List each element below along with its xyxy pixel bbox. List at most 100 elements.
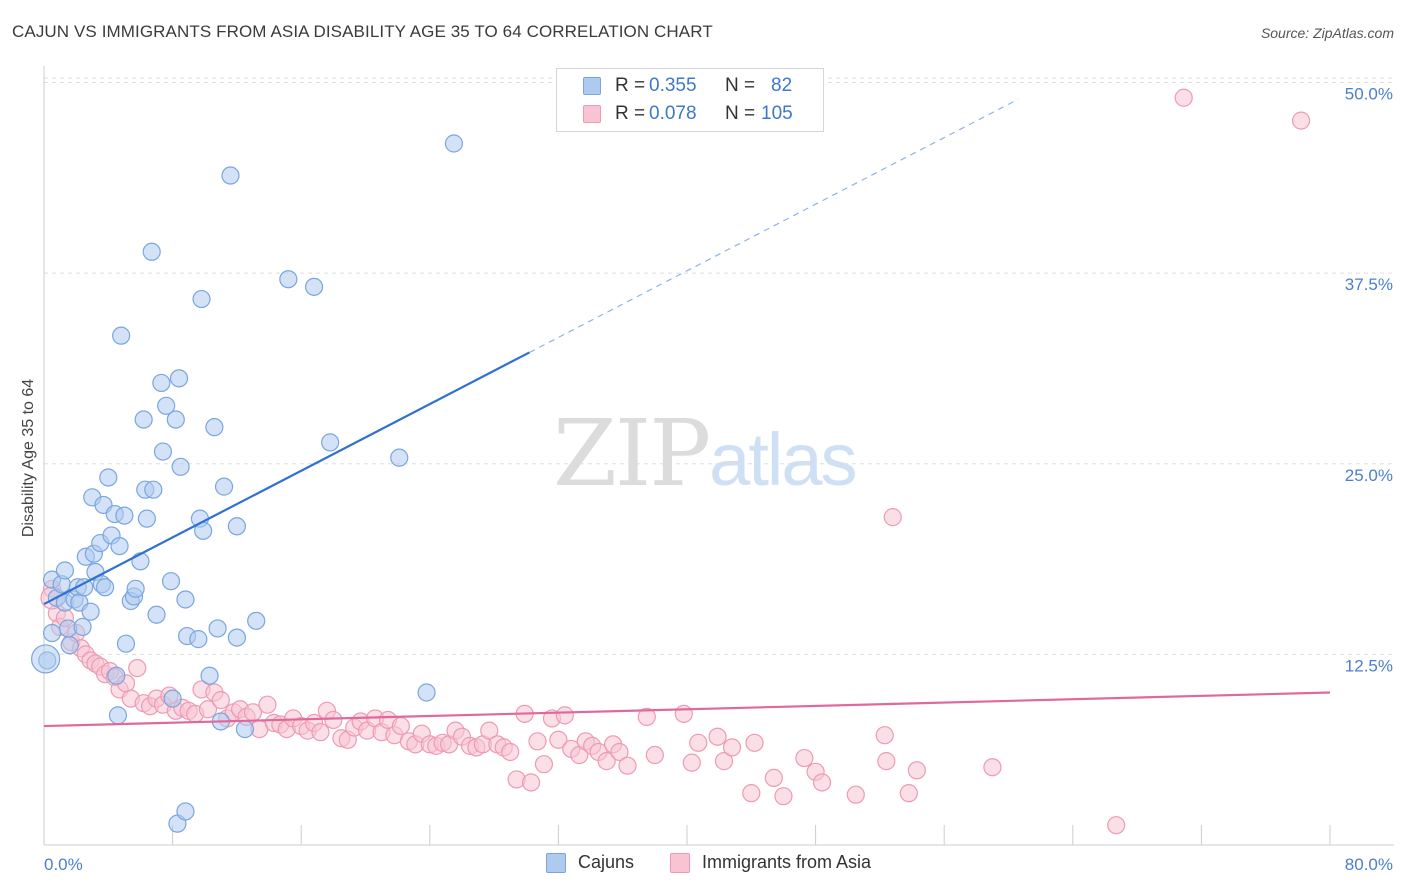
data-point bbox=[417, 683, 436, 702]
data-point bbox=[899, 784, 918, 803]
data-point bbox=[555, 706, 574, 725]
data-point bbox=[153, 442, 173, 461]
data-point bbox=[108, 706, 128, 725]
data-point bbox=[157, 396, 176, 415]
legend-swatch-cajuns bbox=[583, 77, 601, 95]
data-point bbox=[55, 561, 74, 580]
data-point bbox=[198, 700, 218, 719]
data-point bbox=[907, 761, 926, 780]
data-point bbox=[227, 628, 246, 647]
data-point bbox=[610, 742, 629, 762]
data-point bbox=[1174, 88, 1193, 107]
data-point bbox=[137, 509, 156, 528]
data-point bbox=[81, 602, 100, 621]
data-point bbox=[501, 742, 520, 762]
x-tick-label: 0.0% bbox=[44, 855, 83, 874]
y-tick-label: 50.0% bbox=[1345, 85, 1393, 104]
legend-swatch-immigrants bbox=[583, 105, 601, 123]
data-point bbox=[390, 448, 409, 467]
data-point bbox=[304, 277, 324, 296]
data-point bbox=[324, 710, 343, 730]
data-point bbox=[875, 726, 894, 745]
data-point bbox=[171, 457, 190, 476]
y-tick-label: 25.0% bbox=[1345, 466, 1393, 485]
data-point bbox=[722, 738, 742, 757]
data-point bbox=[142, 242, 161, 261]
data-point bbox=[235, 719, 255, 739]
data-point bbox=[176, 590, 195, 609]
bottom-legend-label-immigrants: Immigrants from Asia bbox=[702, 852, 872, 872]
data-point bbox=[112, 326, 131, 345]
data-point bbox=[169, 369, 189, 388]
cajuns-trend-line bbox=[43, 351, 530, 606]
data-point bbox=[116, 634, 136, 653]
data-point bbox=[115, 506, 134, 525]
data-point bbox=[682, 753, 701, 772]
data-point bbox=[211, 691, 230, 710]
data-point bbox=[134, 410, 153, 429]
data-point bbox=[846, 785, 865, 804]
data-point bbox=[107, 666, 126, 685]
y-tick-label: 12.5% bbox=[1345, 656, 1393, 675]
data-point bbox=[321, 433, 340, 452]
chart-title: CAJUN VS IMMIGRANTS FROM ASIA DISABILITY… bbox=[12, 22, 713, 41]
legend-n-label: N = bbox=[725, 103, 756, 124]
data-point bbox=[221, 166, 240, 185]
data-point bbox=[60, 636, 79, 655]
legend-r-value: 0.078 bbox=[649, 103, 697, 124]
data-point bbox=[742, 784, 761, 803]
data-point bbox=[618, 756, 637, 775]
data-point bbox=[227, 517, 246, 536]
y-tick-label: 37.5% bbox=[1345, 275, 1393, 294]
data-point bbox=[126, 579, 145, 598]
data-point bbox=[200, 666, 219, 685]
data-point bbox=[745, 733, 764, 752]
data-point bbox=[214, 477, 234, 496]
series-cajuns bbox=[31, 134, 464, 833]
data-point bbox=[444, 134, 464, 153]
data-point bbox=[549, 730, 568, 749]
data-point bbox=[812, 773, 832, 792]
source-label: Source: ZipAtlas.com bbox=[1260, 25, 1394, 41]
data-point bbox=[95, 578, 115, 597]
x-tick-label: 80.0% bbox=[1345, 855, 1393, 874]
correlation-legend: R = 0.355 N = 82 R = 0.078 N = 105 bbox=[556, 68, 824, 132]
legend-n-value: 82 bbox=[771, 75, 793, 96]
data-point bbox=[189, 630, 208, 649]
data-point bbox=[128, 658, 147, 678]
data-point bbox=[42, 623, 62, 643]
data-point bbox=[279, 270, 298, 289]
data-point bbox=[176, 802, 195, 821]
data-point bbox=[1291, 111, 1311, 130]
data-point bbox=[883, 508, 902, 527]
legend-n-label: N = bbox=[725, 75, 756, 96]
data-point bbox=[528, 732, 547, 751]
data-point bbox=[205, 418, 224, 437]
data-point bbox=[247, 611, 266, 630]
data-point bbox=[258, 695, 277, 714]
axis-labels: 12.5% 25.0% 37.5% 50.0% 0.0% 80.0% Disability … bbox=[20, 85, 1393, 875]
data-point bbox=[645, 745, 664, 765]
data-point bbox=[774, 787, 793, 806]
data-point bbox=[597, 752, 616, 771]
data-point bbox=[208, 619, 227, 638]
legend-r-label: R = bbox=[615, 75, 646, 96]
data-point bbox=[674, 704, 693, 723]
bottom-legend-swatch-cajuns bbox=[546, 853, 566, 873]
data-point bbox=[708, 727, 727, 746]
bottom-legend-swatch-immigrants bbox=[670, 853, 690, 873]
data-point bbox=[110, 536, 129, 556]
data-point bbox=[73, 617, 92, 637]
data-point bbox=[192, 289, 211, 309]
data-point bbox=[714, 752, 734, 771]
legend-n-value: 105 bbox=[761, 103, 793, 124]
data-point bbox=[99, 468, 118, 487]
data-point bbox=[147, 605, 166, 624]
data-point bbox=[480, 721, 499, 740]
data-point bbox=[131, 552, 150, 571]
data-point bbox=[311, 723, 330, 742]
grid-lines bbox=[44, 77, 1394, 655]
data-point bbox=[521, 773, 541, 792]
cajuns-trend-extension bbox=[529, 98, 1019, 353]
